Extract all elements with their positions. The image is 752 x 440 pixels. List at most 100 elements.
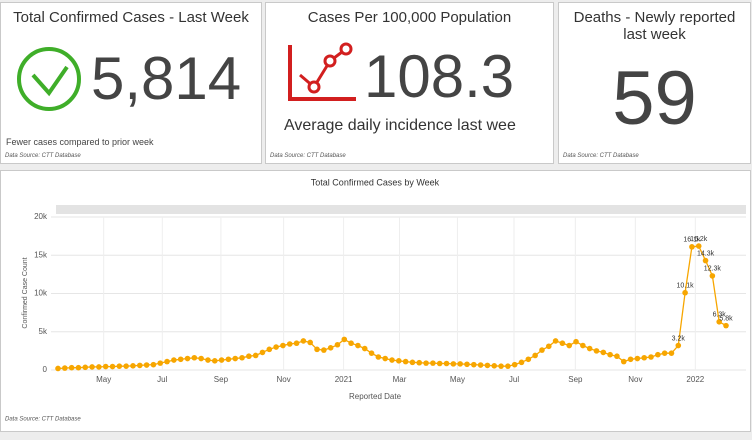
data-point xyxy=(593,348,600,354)
data-point xyxy=(355,342,361,349)
data-point xyxy=(470,361,477,368)
chart-source: Data Source: CTT Database xyxy=(5,417,81,423)
data-point xyxy=(102,363,109,370)
data-point xyxy=(396,358,402,364)
data-point xyxy=(341,336,348,343)
data-point xyxy=(655,351,661,358)
indicator-card: Total Confirmed Cases - Last Week 5,814 … xyxy=(0,2,262,164)
data-point xyxy=(143,362,150,368)
data-point xyxy=(198,355,204,362)
card-value: 108.3 xyxy=(364,43,515,110)
data-point xyxy=(327,345,334,351)
x-tick-label: 2022 xyxy=(686,375,704,384)
data-point xyxy=(416,359,423,366)
data-point xyxy=(266,346,273,353)
data-point xyxy=(368,350,375,356)
data-point xyxy=(184,355,191,362)
chart: Total Confirmed Cases by Week Reported D… xyxy=(5,177,746,423)
indicator-card: Cases Per 100,000 Population 108.3 Avera… xyxy=(265,2,554,164)
data-point xyxy=(573,338,579,345)
data-point xyxy=(361,345,368,352)
x-tick-label: Sep xyxy=(214,375,229,384)
y-tick-label: 15k xyxy=(34,250,48,259)
data-point xyxy=(389,357,395,363)
data-point xyxy=(723,322,729,329)
chart-icon xyxy=(288,42,356,101)
x-tick-label: Jul xyxy=(509,375,519,384)
card-description: Average daily incidence last wee xyxy=(284,117,516,134)
data-point xyxy=(709,273,716,279)
data-point xyxy=(280,342,286,349)
data-point xyxy=(566,342,573,349)
data-point xyxy=(525,356,532,363)
data-point xyxy=(82,364,89,371)
data-point xyxy=(164,358,170,365)
data-point xyxy=(648,354,654,360)
data-point xyxy=(695,243,702,249)
data-point xyxy=(464,361,470,368)
data-point xyxy=(211,358,218,364)
card-title: Cases Per 100,000 Population xyxy=(307,9,512,26)
data-point xyxy=(218,357,225,363)
x-tick-label: Jul xyxy=(157,375,167,384)
data-point xyxy=(675,342,682,349)
range-slider[interactable] xyxy=(56,205,746,214)
data-point xyxy=(641,354,648,361)
data-point xyxy=(559,340,566,347)
card-source: Data Source: CTT Database xyxy=(5,153,81,159)
data-point xyxy=(607,351,613,358)
data-point xyxy=(136,362,143,369)
data-point xyxy=(682,289,688,296)
data-point xyxy=(171,357,177,363)
x-tick-label: May xyxy=(96,375,111,384)
data-point xyxy=(545,343,552,350)
data-point xyxy=(123,363,129,369)
data-point xyxy=(150,361,157,368)
data-point xyxy=(430,360,436,366)
data-point xyxy=(55,365,61,372)
indicator-card: Deaths - Newly reported last week 59 Dat… xyxy=(558,2,751,164)
data-point xyxy=(491,362,498,369)
data-point xyxy=(109,363,116,370)
card-value: 59 xyxy=(612,56,697,141)
data-point xyxy=(477,362,484,368)
y-tick-label: 0 xyxy=(43,365,48,374)
data-point xyxy=(382,355,388,362)
data-point xyxy=(423,360,429,366)
card-source: Data Source: CTT Database xyxy=(270,153,346,159)
data-point xyxy=(89,364,95,370)
data-point xyxy=(205,357,211,363)
data-point xyxy=(436,360,443,367)
data-point xyxy=(450,361,457,367)
data-point xyxy=(409,359,416,366)
data-point xyxy=(334,341,341,348)
data-point xyxy=(239,354,245,361)
data-point xyxy=(232,355,239,362)
data-point xyxy=(702,257,709,264)
data-point xyxy=(498,363,504,369)
data-point xyxy=(627,356,634,363)
x-tick-label: Sep xyxy=(568,375,583,384)
x-axis-label: Reported Date xyxy=(349,392,402,401)
x-tick-label: Nov xyxy=(277,375,291,384)
data-point xyxy=(300,338,307,344)
card-value: 5,814 xyxy=(91,45,242,112)
data-point xyxy=(286,341,293,347)
data-label: 5.8k xyxy=(719,315,733,322)
data-point xyxy=(68,364,75,371)
data-point xyxy=(314,346,320,353)
data-point xyxy=(246,353,252,360)
data-point xyxy=(634,355,641,362)
data-point xyxy=(532,352,538,359)
check-icon xyxy=(17,47,81,111)
series-line xyxy=(57,245,727,370)
data-point xyxy=(177,356,184,363)
data-point xyxy=(321,347,327,353)
data-point xyxy=(259,349,266,356)
data-point xyxy=(668,350,675,356)
data-point xyxy=(518,359,525,366)
data-point xyxy=(191,354,198,361)
data-point xyxy=(689,244,695,250)
x-tick-label: Mar xyxy=(393,375,407,384)
